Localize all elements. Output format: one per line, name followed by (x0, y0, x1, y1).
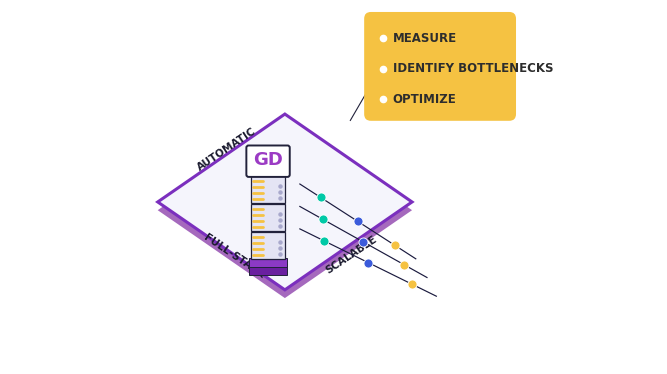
FancyBboxPatch shape (251, 204, 285, 231)
FancyBboxPatch shape (251, 176, 285, 203)
FancyBboxPatch shape (251, 232, 285, 259)
Text: GD: GD (253, 151, 283, 169)
Text: SCALABLE: SCALABLE (323, 234, 378, 276)
Text: MEASURE: MEASURE (393, 32, 457, 45)
FancyBboxPatch shape (249, 264, 287, 275)
Text: FULL-STACK: FULL-STACK (202, 233, 266, 280)
Text: AUTOMATIC: AUTOMATIC (195, 126, 257, 172)
FancyBboxPatch shape (246, 145, 289, 177)
Polygon shape (157, 122, 412, 298)
FancyBboxPatch shape (249, 258, 287, 267)
Polygon shape (157, 114, 412, 290)
Text: IDENTIFY BOTTLENECKS: IDENTIFY BOTTLENECKS (393, 62, 553, 75)
Text: OPTIMIZE: OPTIMIZE (393, 93, 456, 106)
FancyBboxPatch shape (364, 12, 516, 121)
